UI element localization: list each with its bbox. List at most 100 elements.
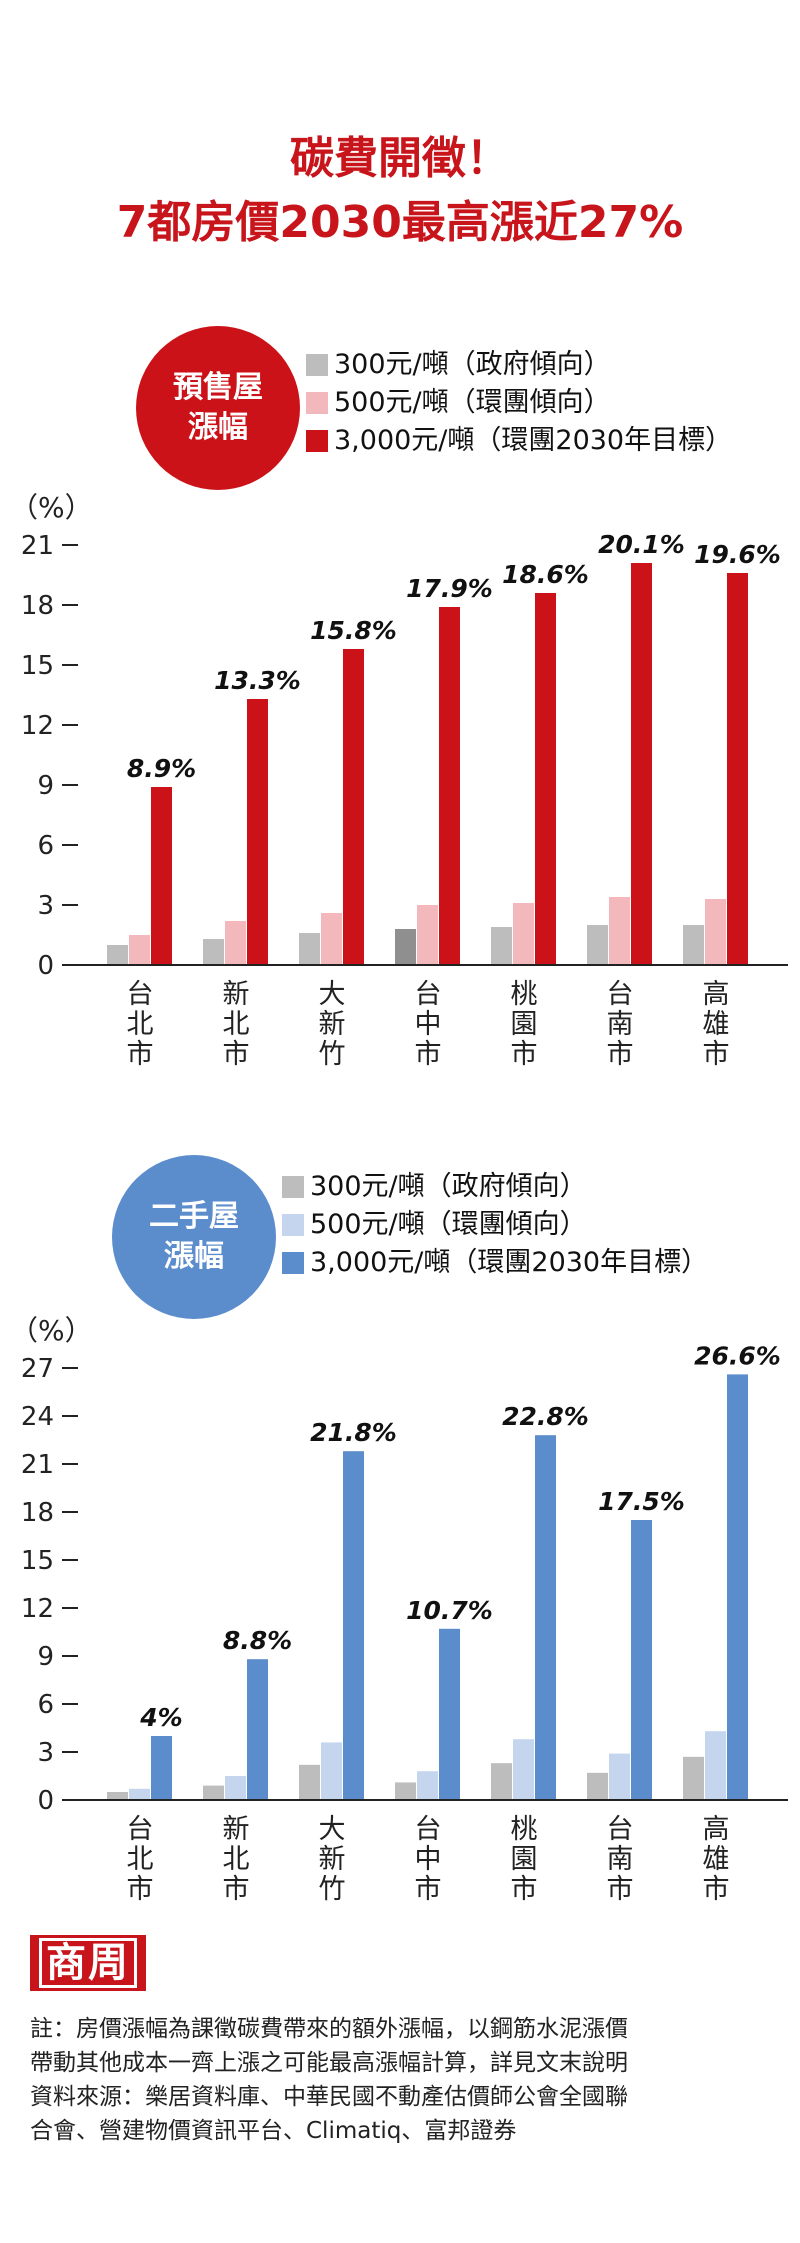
source-line-1: 資料來源：樂居資料庫、中華民國不動產估價師公會全國聯 — [30, 2084, 628, 2110]
existing-data-label: 17.5% — [598, 1487, 685, 1516]
existing-legend-label-300: 300元/噸（政府傾向） — [310, 1171, 587, 1202]
presale-category-label: 市 — [511, 1039, 538, 1070]
presale-circle-line-1: 預售屋 — [173, 370, 263, 405]
existing-bar — [247, 1659, 268, 1800]
legend-swatch — [282, 1176, 304, 1198]
existing-category-label: 市 — [511, 1874, 538, 1905]
legend-swatch — [306, 430, 328, 452]
existing-bar — [683, 1756, 704, 1800]
existing-unit-label: （%） — [10, 1314, 93, 1347]
presale-category-label: 園 — [511, 1009, 538, 1040]
presale-data-label: 17.9% — [406, 574, 493, 603]
legend-swatch — [282, 1252, 304, 1274]
presale-unit-label: （%） — [10, 491, 93, 524]
presale-ytick-label: 3 — [37, 891, 54, 921]
legend-swatch — [306, 392, 328, 414]
existing-ytick-label: 9 — [37, 1642, 54, 1672]
existing-category-label: 桃 — [511, 1814, 538, 1845]
presale-data-label: 13.3% — [214, 666, 301, 695]
existing-bar — [107, 1792, 128, 1800]
presale-bar — [129, 935, 150, 965]
presale-data-label: 20.1% — [598, 530, 685, 559]
existing-legend-item: 300元/噸（政府傾向） — [282, 1168, 708, 1206]
presale-category-label: 市 — [223, 1039, 250, 1070]
presale-data-label: 8.9% — [127, 754, 196, 783]
existing-bar — [417, 1771, 438, 1800]
presale-bar — [151, 787, 172, 965]
presale-ytick-label: 9 — [37, 771, 54, 801]
existing-legend-item: 3,000元/噸（環團2030年目標） — [282, 1244, 708, 1282]
existing-category-label: 市 — [607, 1874, 634, 1905]
existing-legend-item: 500元/噸（環團傾向） — [282, 1206, 708, 1244]
existing-bar — [705, 1731, 726, 1800]
note-line-1: 註：房價漲幅為課徵碳費帶來的額外漲幅，以鋼筋水泥漲價 — [30, 2016, 628, 2042]
existing-data-label: 21.8% — [310, 1418, 397, 1447]
presale-legend-item: 3,000元/噸（環團2030年目標） — [306, 422, 732, 460]
presale-bar — [395, 929, 416, 965]
presale-bar — [299, 933, 320, 965]
presale-data-label: 15.8% — [310, 616, 397, 645]
presale-bar — [247, 699, 268, 965]
presale-ytick-label: 21 — [21, 531, 54, 561]
existing-bar — [203, 1785, 224, 1800]
presale-bar-chart: （%）0369121518218.9%台北市13.3%新北市15.8%大新竹17… — [10, 491, 788, 1070]
note-line-2: 帶動其他成本一齊上漲之可能最高漲幅計算，詳見文末說明 — [30, 2050, 628, 2076]
presale-bar — [609, 897, 630, 965]
presale-bar — [513, 903, 534, 965]
source-line-2: 合會、營建物價資訊平台、Climatiq、富邦證券 — [30, 2118, 517, 2144]
presale-legend-item: 500元/噸（環團傾向） — [306, 384, 732, 422]
existing-category-label: 北 — [223, 1844, 250, 1875]
presale-category-label: 北 — [127, 1009, 154, 1040]
presale-bar — [491, 927, 512, 965]
presale-circle-badge: 預售屋 漲幅 — [136, 326, 300, 490]
existing-category-label: 新 — [223, 1814, 250, 1845]
existing-category-label: 高 — [703, 1814, 730, 1845]
presale-category-label: 高 — [703, 979, 730, 1010]
title-line-2: 7都房價2030最高漲近27% — [116, 197, 684, 248]
presale-bar — [535, 593, 556, 965]
existing-legend-label-3000: 3,000元/噸（環團2030年目標） — [310, 1247, 709, 1278]
presale-category-label: 市 — [415, 1039, 442, 1070]
existing-data-label: 26.6% — [694, 1341, 781, 1370]
presale-ytick-label: 12 — [21, 711, 54, 741]
existing-ytick-label: 12 — [21, 1594, 54, 1624]
presale-category-label: 中 — [415, 1009, 442, 1040]
presale-legend: 300元/噸（政府傾向） 500元/噸（環團傾向） 3,000元/噸（環團203… — [306, 346, 732, 460]
presale-legend-item: 300元/噸（政府傾向） — [306, 346, 732, 384]
existing-data-label: 10.7% — [406, 1596, 493, 1625]
existing-bar — [299, 1764, 320, 1800]
existing-bar — [225, 1776, 246, 1800]
existing-category-label: 竹 — [319, 1874, 346, 1905]
existing-ytick-label: 27 — [21, 1354, 54, 1384]
existing-bar — [395, 1782, 416, 1800]
existing-ytick-label: 15 — [21, 1546, 54, 1576]
footer-notes: 註：房價漲幅為課徵碳費帶來的額外漲幅，以鋼筋水泥漲價 帶動其他成本一齊上漲之可能… — [30, 2012, 790, 2148]
existing-bar — [151, 1736, 172, 1800]
presale-data-label: 19.6% — [694, 540, 781, 569]
existing-bar — [513, 1739, 534, 1800]
presale-legend-label-300: 300元/噸（政府傾向） — [334, 349, 611, 380]
existing-bar — [535, 1435, 556, 1800]
existing-ytick-label: 3 — [37, 1738, 54, 1768]
presale-ytick-label: 18 — [21, 591, 54, 621]
presale-bar — [683, 925, 704, 965]
presale-category-label: 市 — [703, 1039, 730, 1070]
presale-category-label: 台 — [607, 979, 634, 1010]
legend-swatch — [306, 354, 328, 376]
presale-category-label: 雄 — [703, 1009, 730, 1040]
existing-legend: 300元/噸（政府傾向） 500元/噸（環團傾向） 3,000元/噸（環團203… — [282, 1168, 708, 1282]
legend-swatch — [282, 1214, 304, 1236]
logo-text: 商周 — [39, 1938, 137, 1988]
existing-category-label: 市 — [223, 1874, 250, 1905]
existing-legend-label-500: 500元/噸（環團傾向） — [310, 1209, 587, 1240]
presale-ytick-label: 0 — [37, 951, 54, 981]
presale-bar — [631, 563, 652, 965]
existing-bar-chart: （%）03691215182124274%台北市8.8%新北市21.8%大新竹1… — [10, 1314, 788, 1905]
presale-bar — [225, 921, 246, 965]
existing-bar — [129, 1788, 150, 1800]
existing-category-label: 新 — [319, 1844, 346, 1875]
presale-category-label: 大 — [319, 979, 346, 1010]
existing-ytick-label: 21 — [21, 1450, 54, 1480]
existing-circle-line-2: 漲幅 — [164, 1239, 224, 1274]
existing-bar — [343, 1451, 364, 1800]
